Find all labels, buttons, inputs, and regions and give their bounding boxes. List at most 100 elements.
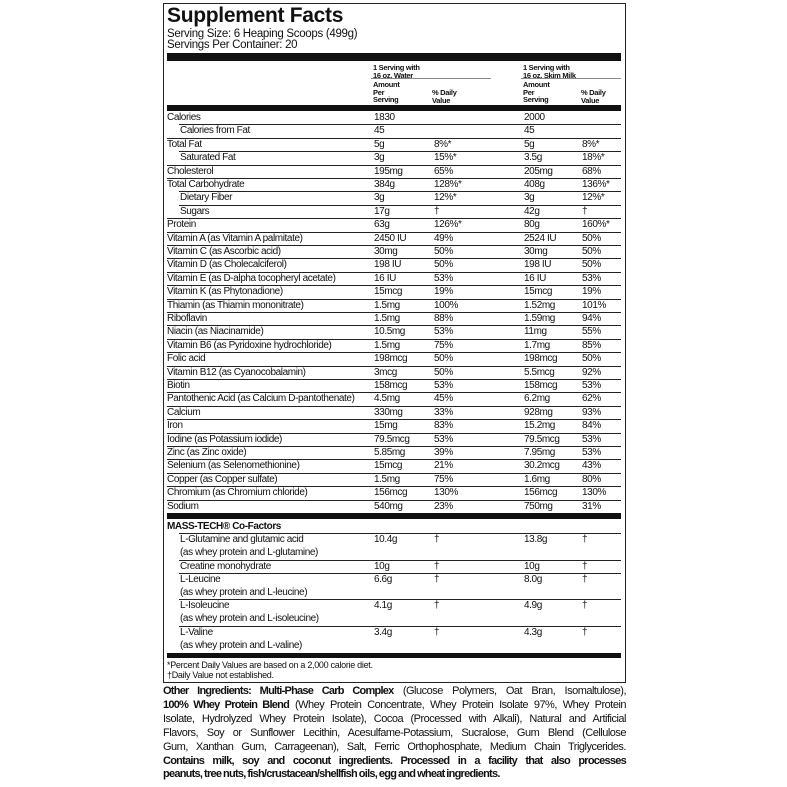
nutrient-w-dv: 50% — [434, 246, 453, 257]
nutrient-w-amt: 15mcg — [374, 286, 403, 298]
nutrient-name: Folic acid — [167, 353, 206, 365]
nutrient-row: Vitamin K (as Phytonadione) 15mcg 19% 15mcg… — [167, 285, 621, 298]
cofactor-w-amt: 4.1g — [374, 600, 392, 612]
nutrient-row: Sugars 17g † 42g † — [167, 204, 621, 218]
other-ingredients: Other Ingredients: Multi-Phase Carb Comp… — [163, 685, 627, 782]
heading-rule — [521, 78, 621, 79]
cofactor-w-dv: † — [434, 560, 440, 572]
nutrient-w-amt: 5.85mg — [374, 447, 405, 458]
cofactor-m-amt: 4.9g — [524, 600, 542, 612]
nutrient-name: Vitamin D (as Cholecalciferol) — [167, 259, 287, 271]
servings-per-container: Servings Per Container: 20 — [167, 39, 298, 51]
cofactor-w-amt: 10.4g — [374, 534, 398, 545]
heading-line: 16 oz. Water — [373, 70, 413, 80]
ingredients-text: Gum, Xanthan Gum, Carrageenan), Salt, Fe… — [163, 740, 627, 753]
cofactor-source: (as whey protein and L-leucine) — [180, 586, 308, 598]
nutrient-w-dv: 49% — [434, 232, 453, 244]
cofactor-source: (as whey protein and L-isoleucine) — [180, 613, 319, 625]
nutrient-name: Total Fat — [167, 138, 202, 150]
nutrient-name: Dietary Fiber — [180, 192, 233, 204]
cofactor-w-amt: 6.6g — [374, 573, 392, 585]
milk-column-heading: 1 Serving with 16 oz. Skim Milk — [523, 64, 576, 79]
heading-line: Serving — [523, 95, 549, 104]
ingredients-bold-text: Other Ingredients: Multi-Phase Carb Comp… — [163, 685, 394, 697]
nutrient-m-dv: 50% — [582, 259, 601, 271]
nutrient-row: Vitamin D (as Cholecalciferol) 198 IU 50% 1… — [167, 258, 621, 271]
nutrient-row: Chromium (as Chromium chloride) 156mcg 130… — [167, 486, 621, 499]
cofactor-m-amt: 8.0g — [524, 573, 542, 585]
nutrient-w-amt: 63g — [374, 219, 390, 231]
cofactor-row: L-Leucine (as whey protein and L-leucine)… — [167, 572, 621, 600]
divider-bar — [167, 53, 621, 61]
nutrient-m-amt: 1.6mg — [524, 473, 550, 485]
cofactor-name: L-Leucine — [180, 573, 221, 585]
nutrient-name: Cholesterol — [167, 165, 214, 177]
nutrient-m-amt: 15.2mg — [524, 420, 555, 432]
nutrient-w-amt: 158mcg — [374, 380, 408, 391]
ingredients-line: peanuts, tree nuts, fish/crustacean/shel… — [163, 768, 626, 782]
nutrient-row: Copper (as Copper sulfate) 1.5mg 75% 1.6mg 8… — [167, 472, 621, 486]
cofactor-row: Creatine monohydrate 10g † 10g † — [167, 559, 621, 573]
nutrient-w-dv: 75% — [434, 473, 453, 485]
nutrient-name: Saturated Fat — [180, 152, 236, 164]
nutrient-w-dv: 33% — [434, 406, 453, 418]
cofactor-m-dv: † — [582, 560, 588, 572]
cofactor-w-dv: † — [434, 626, 440, 638]
nutrient-name: Pantothenic Acid (as Calcium D-pantothen… — [167, 393, 355, 405]
nutrient-m-dv: 92% — [582, 366, 601, 378]
nutrient-m-amt: 45 — [524, 125, 535, 137]
nutrient-m-amt: 7.95mg — [524, 447, 555, 458]
ingredients-line: Flavors, Soy or Sunflower Lecithin, Aces… — [163, 727, 627, 741]
nutrient-row: Iodine (as Potassium iodide) 79.5mcg 53% 79… — [167, 432, 621, 446]
ingredients-text: (Whey Protein Concentrate, Whey Protein … — [289, 698, 627, 711]
nutrient-m-dv: 93% — [582, 406, 601, 418]
heading-line: 1 Serving with — [523, 63, 570, 72]
nutrient-w-dv: 126%* — [434, 219, 462, 231]
nutrient-name: Riboflavin — [167, 313, 207, 324]
nutrient-m-dv: 53% — [582, 272, 601, 284]
nutrient-row: Calories 1830 2000 — [167, 111, 621, 124]
amount-per-serving-heading: Amount Per Serving — [373, 81, 400, 104]
nutrient-m-amt: 15mcg — [524, 286, 553, 298]
nutrient-row: Folic acid 198mcg 50% 198mcg 50% — [167, 352, 621, 365]
nutrient-w-amt: 2450 IU — [374, 232, 407, 244]
nutrient-m-amt: 156mcg — [524, 487, 558, 499]
cofactor-w-dv: † — [434, 600, 440, 612]
nutrient-name: Vitamin B6 (as Pyridoxine hydrochloride) — [167, 339, 332, 351]
nutrient-w-dv: 21% — [434, 460, 453, 472]
nutrient-row: Zinc (as Zinc oxide) 5.85mg 39% 7.95mg 53% — [167, 446, 621, 459]
nutrient-w-amt: 195mg — [374, 165, 403, 177]
nutrient-m-amt: 30.2mcg — [524, 460, 560, 472]
ingredients-bold-text: 100% Whey Protein Blend — [163, 698, 290, 711]
nutrient-row: Biotin 158mcg 53% 158mcg 53% — [167, 379, 621, 392]
nutrient-m-dv: 43% — [582, 460, 601, 472]
daily-value-heading: % Daily Value — [432, 89, 457, 104]
nutrient-row: Iron 15mg 83% 15.2mg 84% — [167, 419, 621, 432]
nutrient-w-amt: 15mg — [374, 420, 398, 432]
nutrient-m-amt: 2000 — [524, 112, 545, 123]
nutrient-w-dv: 53% — [434, 380, 453, 391]
nutrient-name: Thiamin (as Thiamin mononitrate) — [167, 299, 304, 311]
heading-line: 16 oz. Skim Milk — [523, 70, 576, 80]
nutrient-m-amt: 79.5mcg — [524, 433, 560, 445]
cofactor-m-dv: † — [582, 573, 588, 585]
nutrient-name: Sugars — [180, 205, 210, 217]
cofactor-m-dv: † — [582, 626, 588, 638]
nutrient-w-amt: 330mg — [374, 406, 403, 418]
nutrient-w-amt: 1830 — [374, 112, 395, 123]
nutrient-w-amt: 5g — [374, 138, 385, 150]
nutrient-name: Zinc (as Zinc oxide) — [167, 447, 247, 458]
nutrient-w-dv: 88% — [434, 313, 453, 324]
nutrient-name: Total Carbohydrate — [167, 179, 245, 190]
nutrient-w-dv: 19% — [434, 286, 453, 298]
nutrient-m-amt: 5g — [524, 138, 535, 150]
heading-line: % Daily — [432, 88, 457, 97]
panel-title: Supplement Facts — [167, 4, 344, 27]
nutrient-name: Biotin — [167, 380, 190, 391]
cofactor-row: L-Valine (as whey protein and L-valine) 3.… — [167, 625, 621, 653]
nutrient-w-amt: 1.5mg — [374, 339, 400, 351]
divider-bar — [167, 653, 621, 658]
nutrient-m-dv: 31% — [582, 500, 601, 512]
nutrient-m-dv: 136%* — [582, 179, 610, 190]
supplement-facts-panel: Supplement Facts Serving Size: 6 Heaping… — [163, 3, 626, 683]
